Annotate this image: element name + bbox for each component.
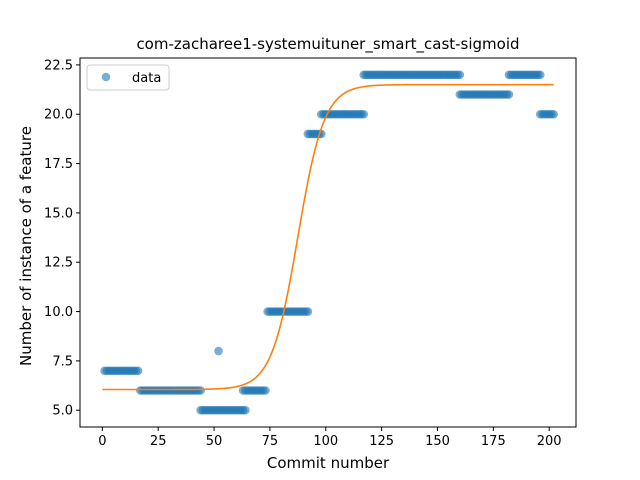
data-point	[196, 386, 205, 395]
y-tick-label: 20.0	[44, 108, 73, 123]
data-point	[359, 109, 369, 119]
x-tick-label: 50	[206, 434, 223, 449]
y-tick-label: 7.5	[52, 354, 73, 369]
y-axis-title: Number of instance of a feature	[17, 126, 35, 366]
data-point	[549, 109, 558, 119]
x-tick-label: 175	[481, 434, 506, 449]
x-tick-label: 200	[537, 434, 562, 449]
data-point	[504, 90, 514, 99]
fit-line-group	[102, 83, 554, 391]
y-tick-label: 5.0	[52, 404, 73, 419]
legend-label: data	[132, 71, 161, 86]
x-tick-label: 125	[369, 434, 394, 449]
data-point	[455, 70, 465, 80]
y-tick-label: 17.5	[44, 157, 73, 172]
x-tick-label: 150	[425, 434, 450, 449]
data-point	[535, 70, 545, 80]
plot-area	[79, 57, 577, 428]
x-tick-label: 25	[150, 434, 167, 449]
data-point	[133, 366, 143, 376]
y-tick-label: 22.5	[44, 58, 73, 73]
legend: data	[86, 64, 170, 91]
axes-frame	[79, 57, 577, 428]
legend-box	[86, 64, 170, 91]
data-point	[303, 307, 313, 316]
x-tick-label: 75	[262, 434, 279, 449]
axis-ticks: 0 25 50 75 100 125 150 175 200 5.0 7.5 10.0 12.5 15.0…	[44, 58, 562, 449]
legend-marker	[101, 72, 111, 82]
y-tick-label: 10.0	[44, 305, 73, 320]
x-axis-title: Commit number	[267, 454, 390, 472]
scatter-points	[100, 70, 558, 415]
chart-title: com-zacharee1-systemuituner_smart_cast-s…	[136, 35, 519, 54]
x-tick-label: 0	[98, 434, 106, 449]
x-tick-label: 100	[313, 434, 338, 449]
sigmoid-fit-line	[102, 83, 554, 391]
data-point	[261, 386, 270, 395]
data-point	[214, 346, 223, 356]
data-point	[241, 405, 250, 415]
y-tick-label: 12.5	[44, 256, 73, 271]
y-tick-label: 15.0	[44, 206, 73, 221]
